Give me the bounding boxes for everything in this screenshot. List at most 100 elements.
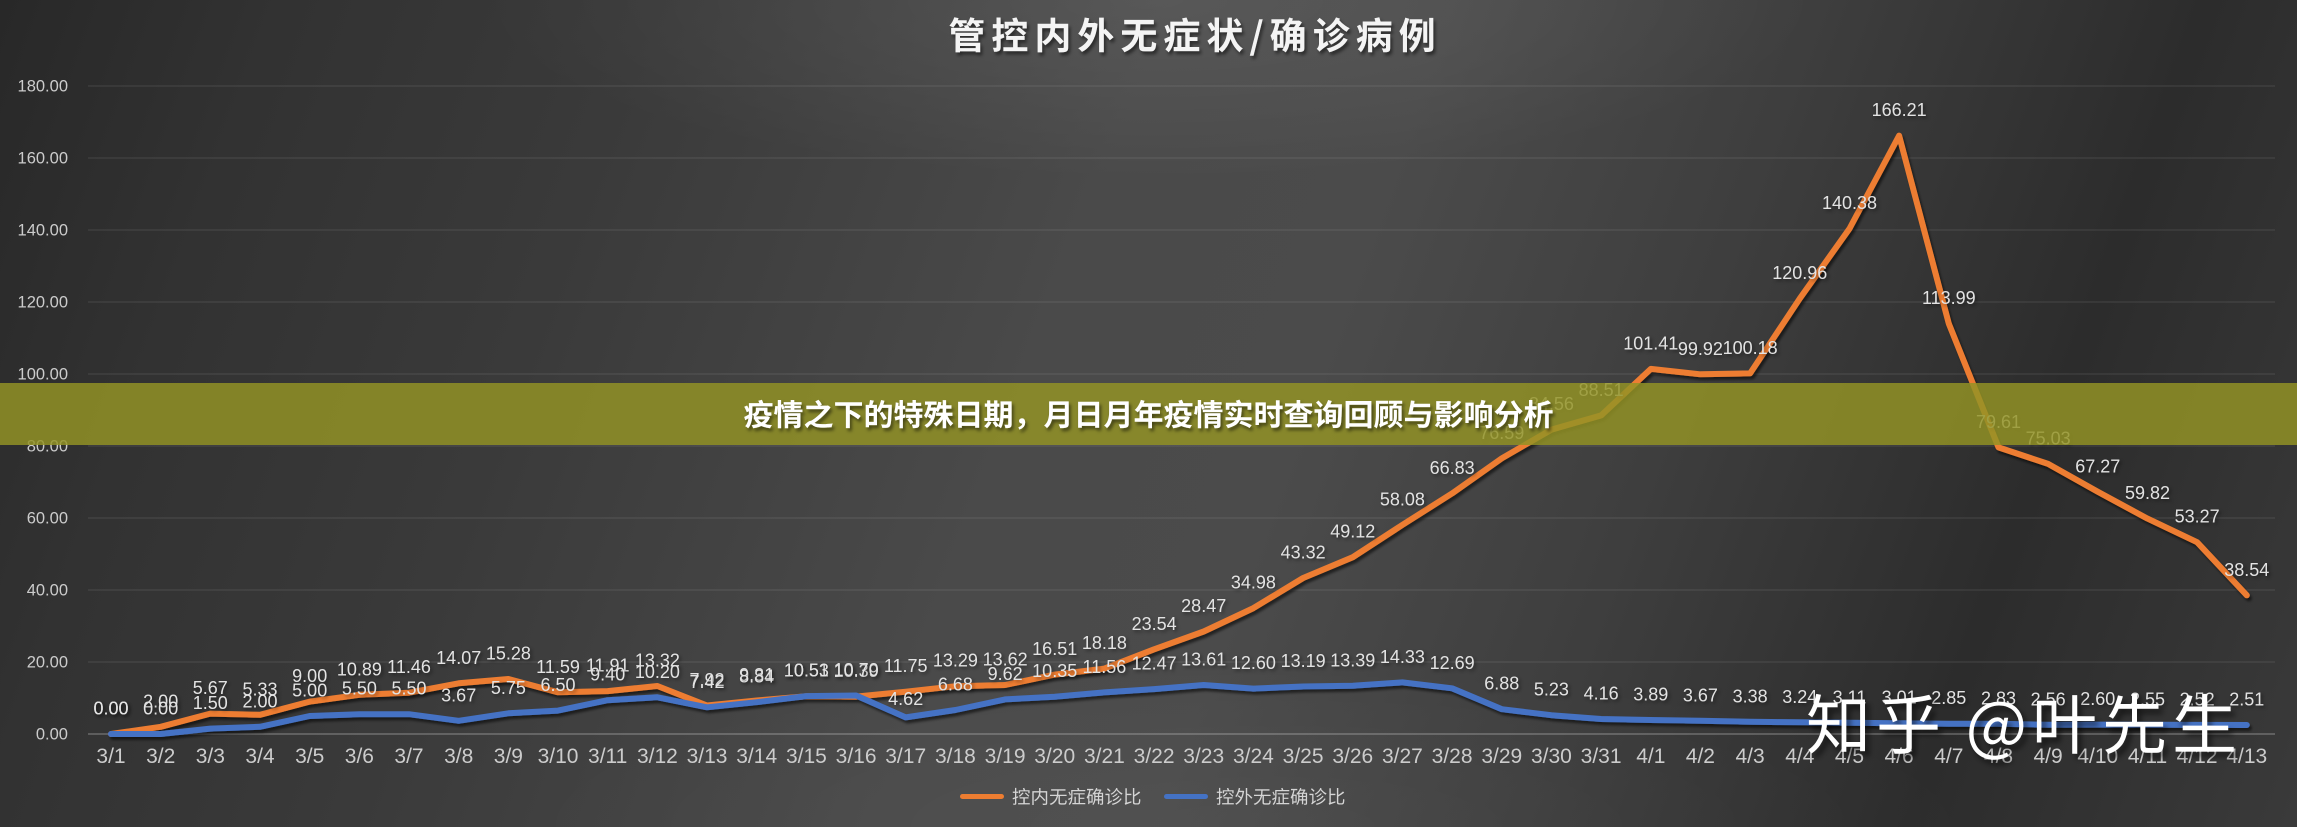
svg-text:3/7: 3/7 <box>394 745 423 768</box>
svg-text:12.69: 12.69 <box>1430 653 1475 673</box>
svg-text:2.56: 2.56 <box>2031 689 2066 709</box>
svg-text:101.41: 101.41 <box>1623 333 1678 353</box>
svg-text:3/3: 3/3 <box>196 745 225 768</box>
svg-text:5.00: 5.00 <box>292 681 327 701</box>
svg-text:99.92: 99.92 <box>1678 339 1723 359</box>
svg-text:12.47: 12.47 <box>1132 654 1177 674</box>
svg-text:5.75: 5.75 <box>491 678 526 698</box>
svg-text:6.50: 6.50 <box>540 675 575 695</box>
svg-text:5.67: 5.67 <box>193 678 228 698</box>
svg-text:5.50: 5.50 <box>391 679 426 699</box>
svg-text:120.96: 120.96 <box>1772 263 1827 283</box>
svg-text:11.91: 11.91 <box>586 656 630 676</box>
svg-text:4/3: 4/3 <box>1735 745 1764 768</box>
svg-text:3/1: 3/1 <box>96 745 125 768</box>
svg-text:3/6: 3/6 <box>345 745 374 768</box>
svg-text:3/27: 3/27 <box>1382 745 1423 768</box>
svg-text:2.00: 2.00 <box>242 691 277 711</box>
svg-text:10.39: 10.39 <box>834 661 879 681</box>
svg-text:10.20: 10.20 <box>635 662 680 682</box>
svg-text:11.59: 11.59 <box>536 657 580 677</box>
svg-text:3/4: 3/4 <box>245 745 275 768</box>
svg-text:13.39: 13.39 <box>1330 650 1375 670</box>
svg-text:3/30: 3/30 <box>1531 745 1572 768</box>
svg-text:3/25: 3/25 <box>1283 745 1324 768</box>
svg-text:13.62: 13.62 <box>983 650 1028 670</box>
svg-text:40.00: 40.00 <box>27 582 68 600</box>
svg-text:3.38: 3.38 <box>1733 686 1768 706</box>
svg-text:5.23: 5.23 <box>1534 680 1569 700</box>
svg-text:3/5: 3/5 <box>295 745 324 768</box>
svg-text:67.27: 67.27 <box>2075 456 2120 476</box>
svg-text:3.67: 3.67 <box>1683 685 1718 705</box>
svg-text:58.08: 58.08 <box>1380 489 1425 509</box>
svg-text:49.12: 49.12 <box>1330 522 1375 542</box>
svg-text:2.85: 2.85 <box>1931 688 1966 708</box>
svg-text:9.31: 9.31 <box>739 665 774 685</box>
svg-text:8.84: 8.84 <box>739 667 774 687</box>
svg-text:3.24: 3.24 <box>1782 687 1817 707</box>
svg-text:10.35: 10.35 <box>1032 661 1077 681</box>
svg-text:0.00: 0.00 <box>143 699 178 719</box>
svg-text:3/14: 3/14 <box>736 745 777 768</box>
svg-text:13.19: 13.19 <box>1281 651 1326 671</box>
svg-text:11.56: 11.56 <box>1083 657 1127 677</box>
svg-text:4/1: 4/1 <box>1636 745 1665 768</box>
svg-text:13.29: 13.29 <box>933 651 978 671</box>
svg-text:13.61: 13.61 <box>1181 650 1226 670</box>
svg-text:3.67: 3.67 <box>441 685 476 705</box>
svg-text:4/4: 4/4 <box>1785 745 1815 768</box>
svg-text:10.70: 10.70 <box>834 660 879 680</box>
svg-text:4/5: 4/5 <box>1835 745 1864 768</box>
svg-text:13.32: 13.32 <box>635 651 680 671</box>
svg-text:9.40: 9.40 <box>590 665 625 685</box>
svg-text:6.88: 6.88 <box>1484 674 1519 694</box>
svg-text:20.00: 20.00 <box>27 654 68 672</box>
svg-text:9.62: 9.62 <box>988 664 1023 684</box>
svg-text:180.00: 180.00 <box>18 78 68 96</box>
svg-text:43.32: 43.32 <box>1281 543 1326 563</box>
svg-text:3/2: 3/2 <box>146 745 175 768</box>
svg-text:10.53: 10.53 <box>784 661 829 681</box>
svg-text:38.54: 38.54 <box>2224 560 2269 580</box>
svg-text:3/8: 3/8 <box>444 745 473 768</box>
svg-text:3/24: 3/24 <box>1233 745 1274 768</box>
svg-text:3/18: 3/18 <box>935 745 976 768</box>
svg-text:14.33: 14.33 <box>1380 647 1425 667</box>
svg-text:3/28: 3/28 <box>1432 745 1473 768</box>
svg-text:140.38: 140.38 <box>1822 193 1877 213</box>
svg-text:1.50: 1.50 <box>193 693 228 713</box>
svg-text:3/29: 3/29 <box>1481 745 1522 768</box>
svg-text:4/9: 4/9 <box>2033 745 2062 768</box>
svg-text:3/10: 3/10 <box>538 745 579 768</box>
svg-text:3/17: 3/17 <box>885 745 926 768</box>
svg-text:0.00: 0.00 <box>93 699 128 719</box>
svg-text:3/9: 3/9 <box>494 745 523 768</box>
svg-text:14.07: 14.07 <box>436 648 481 668</box>
svg-text:3/20: 3/20 <box>1034 745 1075 768</box>
svg-text:3.89: 3.89 <box>1633 685 1668 705</box>
svg-text:15.28: 15.28 <box>486 644 531 664</box>
svg-text:3/16: 3/16 <box>836 745 877 768</box>
svg-text:4/2: 4/2 <box>1686 745 1715 768</box>
svg-text:113.99: 113.99 <box>1922 288 1976 308</box>
svg-text:2.51: 2.51 <box>2229 690 2264 710</box>
svg-text:3/26: 3/26 <box>1332 745 1373 768</box>
svg-text:53.27: 53.27 <box>2175 507 2220 527</box>
svg-text:100.18: 100.18 <box>1723 338 1778 358</box>
svg-text:3/19: 3/19 <box>985 745 1026 768</box>
svg-text:66.83: 66.83 <box>1430 458 1475 478</box>
svg-text:60.00: 60.00 <box>27 510 68 528</box>
svg-text:3/13: 3/13 <box>687 745 728 768</box>
svg-text:11.46: 11.46 <box>387 657 431 677</box>
svg-text:3/12: 3/12 <box>637 745 678 768</box>
svg-text:4.62: 4.62 <box>888 689 923 709</box>
svg-text:3/23: 3/23 <box>1183 745 1224 768</box>
svg-text:6.68: 6.68 <box>938 675 973 695</box>
svg-text:3/11: 3/11 <box>588 745 627 768</box>
svg-text:4/7: 4/7 <box>1934 745 1963 768</box>
svg-text:3/21: 3/21 <box>1084 745 1125 768</box>
svg-text:7.42: 7.42 <box>689 672 724 692</box>
svg-text:160.00: 160.00 <box>18 150 68 168</box>
svg-text:7.92: 7.92 <box>689 670 724 690</box>
